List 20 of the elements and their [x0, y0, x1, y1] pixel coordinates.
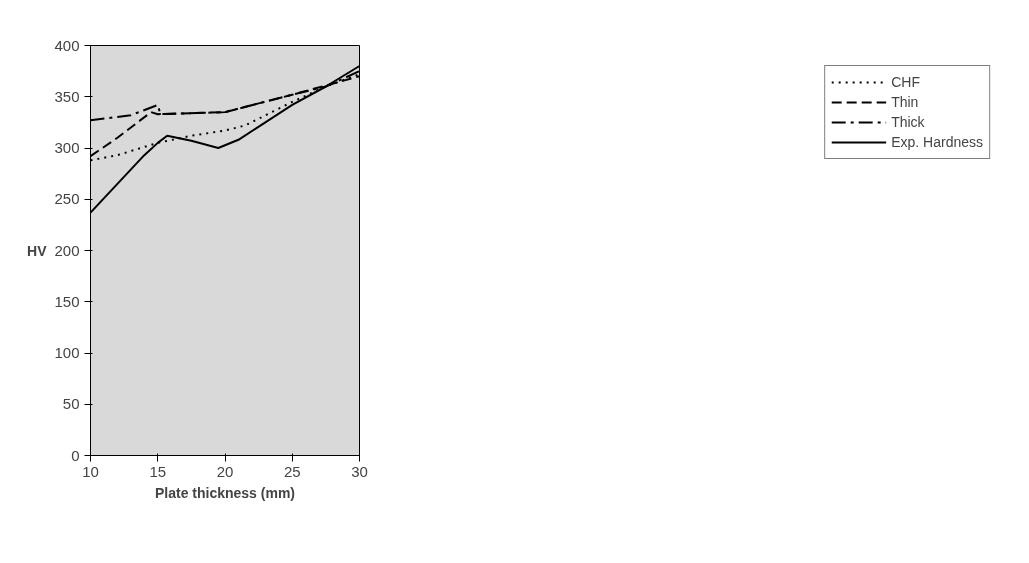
legend-label: CHF	[891, 74, 920, 90]
x-tick-label: 15	[149, 462, 167, 480]
x-tick-label: 20	[216, 462, 234, 480]
y-tick-label: 300	[54, 139, 80, 156]
legend-label: Exp. Hardness	[891, 134, 983, 150]
y-tick-label: 0	[71, 446, 80, 464]
x-axis-title: Plate thickness (mm)	[154, 484, 296, 501]
y-tick-label: 150	[54, 292, 80, 310]
x-tick-label: 10	[82, 462, 99, 480]
x-tick-label: 30	[351, 462, 368, 480]
y-tick-label: 250	[54, 190, 80, 208]
legend-label: Thick	[891, 114, 925, 130]
y-tick-label: 400	[54, 36, 80, 54]
y-tick-label: 200	[54, 241, 80, 259]
y-tick-label: 350	[54, 87, 80, 105]
y-tick-label: 100	[54, 344, 80, 361]
legend-label: Thin	[891, 94, 919, 110]
y-tick-label: 50	[62, 395, 80, 413]
x-tick-label: 25	[283, 462, 301, 480]
y-axis-title: HV	[27, 242, 48, 259]
